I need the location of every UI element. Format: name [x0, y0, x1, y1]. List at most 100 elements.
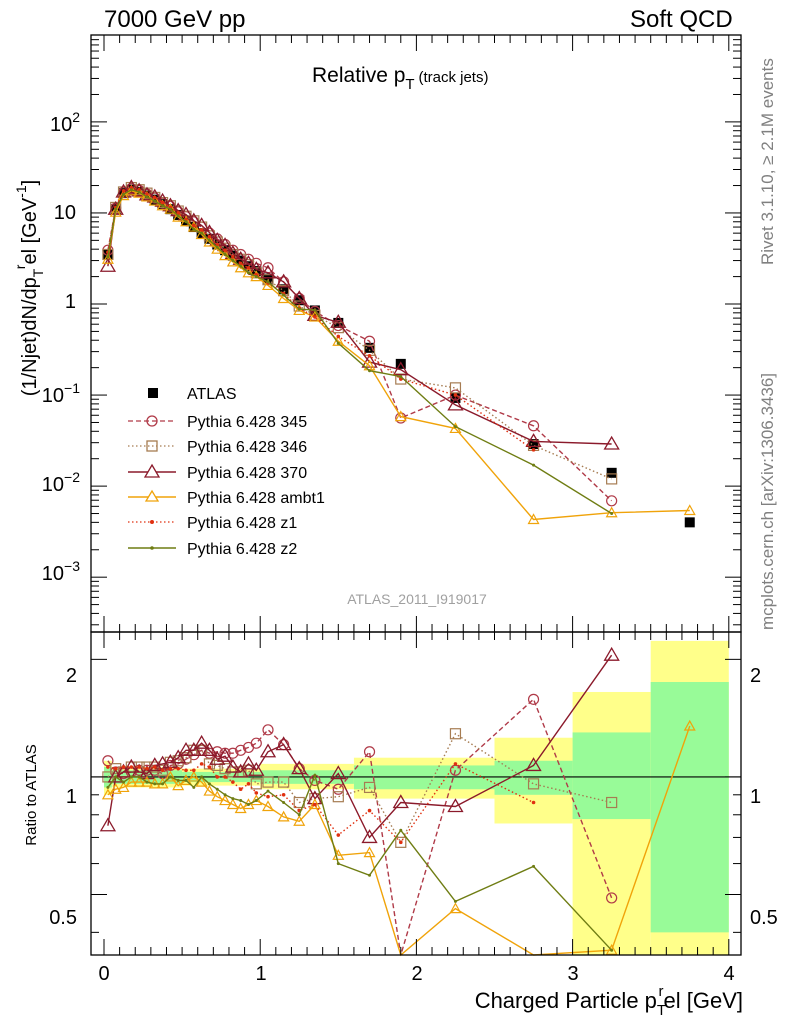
- ratio-point-z2: [282, 801, 286, 805]
- ratio-point-ambt1: [219, 794, 232, 806]
- legend-label-ambt1: Pythia 6.428 ambt1: [187, 490, 325, 507]
- legend: ATLAS Pythia 6.428 345 Pythia 6.428 346 …: [128, 386, 325, 558]
- ratio-point-z1: [367, 808, 372, 813]
- ratio-point-z2: [313, 773, 317, 777]
- ratio-point-345: [363, 746, 376, 758]
- main-point-z1: [207, 234, 212, 239]
- legend-label-z2: Pythia 6.428 z2: [187, 541, 297, 558]
- ratio-point-346: [449, 728, 462, 740]
- ratio-point-370: [209, 750, 226, 765]
- main-point-z2: [145, 195, 149, 199]
- xtick-label-0: 0: [98, 963, 109, 985]
- ratio-point-z1: [184, 768, 188, 773]
- ratio-point-ambt1: [293, 815, 306, 826]
- main-point-z1: [246, 265, 251, 270]
- main-point-z1: [176, 211, 180, 215]
- main-point-345: [527, 420, 540, 432]
- legend-item-346: Pythia 6.428 346: [128, 439, 307, 456]
- xaxis-labels: 0 1 2 3 4: [98, 963, 734, 985]
- ratio-point-z1: [246, 782, 251, 786]
- ratio-point-370: [248, 761, 265, 776]
- main-ylabel: (1/Njet)dN/dpTrel [GeV-1]: [12, 180, 46, 396]
- ratio-point-ambt1: [109, 783, 122, 794]
- ratio-point-346: [606, 796, 618, 809]
- ratio-point-ambt1: [449, 902, 462, 914]
- ratio-point-346: [332, 791, 344, 803]
- main-point-z2: [168, 207, 172, 211]
- main-point-370: [525, 433, 542, 448]
- main-line-346: [107, 186, 612, 480]
- ratio-point-370: [99, 817, 117, 832]
- main-point-z1: [192, 223, 196, 228]
- main-point-ambt1: [308, 310, 321, 322]
- legend-marker-345: [146, 415, 158, 427]
- main-point-z1: [231, 254, 235, 259]
- ratio-point-ambt1: [125, 775, 138, 787]
- ratio-point-370: [170, 749, 187, 764]
- ratio-point-z2: [137, 775, 141, 779]
- legend-item-atlas: ATLAS: [148, 386, 237, 403]
- main-point-z2: [254, 275, 258, 279]
- ratio-point-370: [330, 765, 347, 780]
- main-point-z1: [336, 334, 341, 339]
- main-point-ambt1: [226, 255, 239, 267]
- ratio-point-370: [291, 760, 308, 775]
- ratio-point-z1: [152, 765, 157, 769]
- ratio-point-346: [363, 781, 376, 794]
- main-point-ATLAS: [528, 439, 539, 450]
- legend-label-345: Pythia 6.428 345: [187, 414, 307, 431]
- ratio-point-370: [603, 646, 620, 661]
- ytick-label-0.001: 10−3: [42, 558, 80, 585]
- main-point-346: [449, 382, 462, 394]
- main-point-ambt1: [101, 253, 114, 264]
- ratio-point-z1: [137, 765, 141, 769]
- ratio-point-370: [361, 829, 378, 844]
- ratio-point-z1: [281, 792, 286, 797]
- ratio-point-346: [250, 778, 262, 790]
- main-point-z1: [199, 228, 204, 232]
- main-point-z1: [367, 353, 372, 358]
- ratio-point-z2: [246, 802, 250, 806]
- main-point-z1: [129, 185, 134, 190]
- ratio-point-370: [138, 765, 156, 780]
- ratio-point-ambt1: [164, 770, 177, 782]
- main-line-z2: [107, 188, 612, 515]
- ratio-point-z2: [122, 780, 126, 784]
- ratio-point-z1: [223, 775, 227, 779]
- ratio-point-z1: [168, 766, 173, 771]
- main-point-ATLAS: [364, 342, 375, 353]
- main-point-z1: [238, 261, 243, 266]
- main-point-z2: [453, 425, 457, 429]
- ratio-point-z2: [129, 775, 133, 779]
- main-point-z2: [266, 280, 270, 284]
- main-point-370: [123, 179, 140, 194]
- x-axis-label: Charged Particle pTrel [GeV]: [475, 983, 743, 1019]
- ratio-line-z1: [107, 763, 534, 844]
- main-point-z2: [239, 264, 243, 268]
- main-point-z2: [200, 231, 204, 235]
- main-point-370: [131, 182, 148, 197]
- ratio-point-370: [447, 798, 464, 813]
- ratio-point-z1: [192, 768, 196, 773]
- ratio-point-z2: [453, 899, 457, 903]
- main-point-ambt1: [156, 199, 169, 211]
- ratio-ytick-label-0.5-left: 0.5: [49, 907, 77, 929]
- ratio-point-370: [232, 763, 249, 778]
- ratio-point-346: [180, 752, 192, 764]
- main-point-z1: [453, 393, 458, 397]
- main-point-ATLAS: [278, 284, 289, 295]
- main-point-z1: [160, 200, 165, 205]
- ratio-point-z1: [313, 802, 317, 807]
- ratio-point-ambt1: [117, 781, 130, 793]
- ratio-point-345: [203, 747, 216, 759]
- legend-marker-346: [146, 440, 158, 452]
- main-point-z2: [282, 293, 286, 297]
- ratio-point-370: [123, 758, 140, 773]
- ratio-point-z2: [161, 782, 165, 786]
- main-point-z2: [129, 188, 133, 192]
- main-point-z2: [246, 271, 250, 275]
- main-point-370: [330, 313, 347, 328]
- legend-item-370: Pythia 6.428 370: [128, 463, 307, 482]
- main-point-345: [606, 495, 618, 507]
- ratio-point-370: [275, 736, 292, 751]
